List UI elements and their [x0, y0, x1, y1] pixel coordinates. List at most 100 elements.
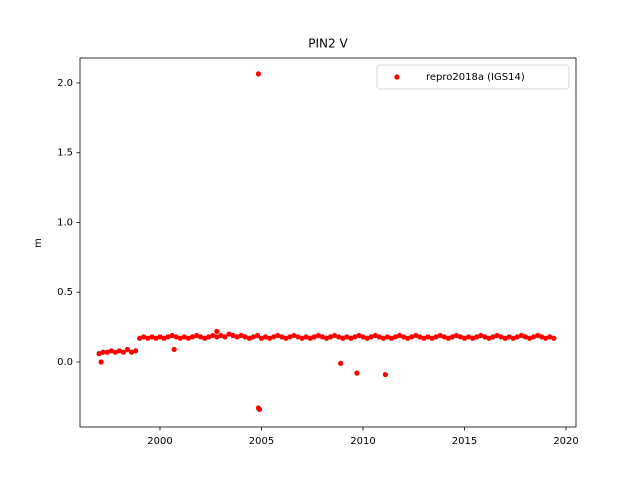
- point: [323, 335, 330, 341]
- point: [153, 335, 159, 341]
- point: [482, 334, 488, 340]
- point: [382, 371, 388, 378]
- point: [535, 332, 541, 339]
- point: [262, 334, 269, 340]
- point: [171, 346, 177, 353]
- point: [327, 334, 334, 340]
- x-tick-label: 2015: [452, 436, 477, 447]
- point: [279, 334, 285, 340]
- point: [214, 334, 220, 340]
- point: [457, 334, 464, 340]
- point: [246, 335, 252, 341]
- point: [145, 335, 151, 341]
- point: [157, 334, 163, 340]
- point: [267, 335, 273, 341]
- legend-marker: [394, 74, 400, 80]
- point: [193, 332, 200, 339]
- point: [120, 349, 127, 355]
- point: [514, 334, 520, 340]
- point: [551, 335, 557, 341]
- point: [116, 348, 122, 354]
- y-tick-label: 0.0: [57, 357, 73, 368]
- point: [275, 332, 281, 339]
- point: [202, 335, 208, 341]
- point: [461, 335, 468, 341]
- point: [413, 332, 419, 339]
- point: [409, 334, 415, 340]
- point: [352, 334, 358, 340]
- point: [133, 348, 139, 354]
- point: [470, 335, 476, 341]
- point: [340, 335, 346, 341]
- y-tick-label: 2.0: [57, 78, 73, 89]
- point: [405, 335, 411, 341]
- point: [291, 332, 297, 339]
- point: [530, 334, 537, 340]
- y-tick-label: 1.0: [57, 217, 73, 228]
- point: [331, 332, 338, 339]
- point: [222, 334, 228, 340]
- point: [173, 334, 179, 340]
- point: [299, 335, 305, 341]
- point: [425, 334, 431, 340]
- point: [502, 335, 508, 341]
- point: [506, 334, 512, 340]
- point: [197, 334, 204, 340]
- point: [510, 335, 516, 341]
- point: [336, 334, 342, 340]
- point: [526, 335, 533, 341]
- point: [226, 331, 232, 337]
- point: [238, 332, 244, 339]
- point: [256, 406, 263, 413]
- point: [449, 334, 455, 340]
- point: [169, 332, 175, 339]
- point: [230, 332, 236, 339]
- point: [376, 334, 382, 340]
- point: [98, 359, 104, 365]
- point: [522, 334, 529, 340]
- point: [474, 334, 480, 340]
- point: [181, 334, 187, 340]
- point: [348, 335, 354, 341]
- plot-frame: [79, 57, 577, 428]
- point: [96, 351, 102, 357]
- point: [295, 334, 301, 340]
- point: [124, 346, 131, 353]
- point: [338, 360, 344, 366]
- x-tick-label: 2020: [553, 436, 578, 447]
- point: [543, 335, 549, 341]
- point: [210, 332, 216, 339]
- y-tick-label: 0.5: [57, 287, 73, 298]
- point: [214, 328, 220, 334]
- point: [396, 332, 403, 339]
- point: [128, 349, 135, 355]
- point: [490, 334, 496, 340]
- y-tick-label: 1.5: [57, 148, 73, 159]
- point: [287, 334, 293, 340]
- point: [255, 71, 262, 77]
- point: [372, 332, 378, 339]
- point: [486, 335, 492, 341]
- point: [356, 332, 362, 339]
- point: [441, 334, 447, 340]
- point: [465, 334, 472, 340]
- point: [189, 334, 196, 340]
- point: [303, 334, 309, 340]
- point: [177, 335, 183, 341]
- point: [206, 334, 212, 340]
- point: [421, 335, 427, 341]
- point: [161, 335, 167, 341]
- x-tick-label: 2010: [350, 436, 375, 447]
- point: [494, 332, 500, 339]
- point: [453, 332, 460, 339]
- point: [104, 349, 110, 355]
- point: [307, 335, 313, 341]
- legend-label: repro2018a (IGS14): [426, 72, 525, 83]
- point: [254, 332, 261, 339]
- point: [417, 334, 423, 340]
- y-axis-label: m: [33, 238, 44, 248]
- x-tick-label: 2000: [147, 436, 172, 447]
- point: [364, 335, 370, 341]
- point: [271, 334, 277, 340]
- point: [478, 332, 484, 339]
